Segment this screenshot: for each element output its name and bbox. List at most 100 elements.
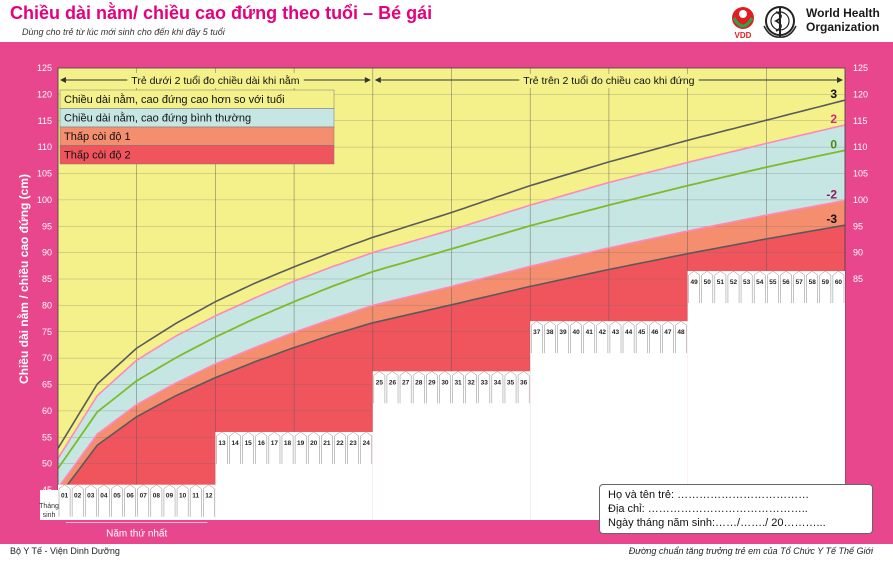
month-tab (727, 270, 740, 304)
banner-bg (519, 74, 699, 88)
month-tab (321, 431, 333, 464)
x-axis-label: THÁNG TUỔI (431, 506, 506, 521)
month-tab (622, 320, 635, 354)
sd-line-label: -2 (826, 187, 837, 201)
month-tab (412, 371, 425, 404)
month-tab (675, 320, 687, 354)
year-panel (58, 484, 216, 520)
month-tab (504, 371, 517, 404)
month-label: 29 (428, 379, 436, 386)
month-tab (439, 371, 451, 404)
month-label: 50 (704, 279, 712, 286)
month-label: 19 (297, 440, 305, 447)
month-label: 57 (795, 279, 803, 286)
banner-under2: Trẻ dưới 2 tuổi đo chiều dài khi nằm (131, 74, 299, 87)
legend-item-bg (59, 145, 335, 165)
month-tab (701, 270, 714, 304)
month-label: 30 (441, 379, 449, 386)
y-tick-label: 120 (37, 89, 52, 99)
y-tick-label-right: 100 (853, 195, 868, 205)
year-label: Năm thứ năm (736, 315, 797, 326)
year-label: Năm thứ nhất (106, 528, 167, 540)
month-label: 05 (113, 493, 121, 500)
month-tab (386, 371, 399, 404)
sd-line-label: 0 (830, 137, 837, 151)
month-label: 08 (153, 493, 161, 500)
year-panel (372, 371, 531, 520)
month-tab (58, 484, 71, 517)
month-tab (635, 320, 648, 354)
month-label: 04 (100, 493, 108, 500)
month-label: 58 (809, 279, 817, 286)
child-name-field[interactable]: Họ và tên trẻ: ……………………………… (608, 489, 810, 501)
month-label: 25 (376, 379, 384, 386)
month-label: 39 (559, 329, 567, 336)
month-label: 24 (363, 440, 371, 447)
month-label: 43 (612, 329, 620, 336)
month-tab (426, 371, 438, 404)
who-name: World Health Organization (806, 6, 880, 34)
month-label: 06 (127, 493, 135, 500)
month-tab (688, 270, 700, 304)
y-tick-label-right: 95 (853, 221, 863, 231)
month-label: 60 (835, 279, 843, 286)
month-label: 47 (664, 329, 672, 336)
banner-over2: Trẻ trên 2 tuổi đo chiều cao khi đứng (523, 75, 694, 87)
month-tab (544, 320, 556, 354)
month-label: 13 (218, 440, 226, 447)
y-tick-label: 125 (37, 63, 52, 73)
month-label: 33 (481, 379, 489, 386)
y-tick-label-right: 90 (853, 248, 863, 258)
growth-chart: 4550556065707580859095100105110115120125… (0, 42, 893, 544)
y-tick-label: 70 (42, 353, 52, 363)
month-label: 23 (350, 440, 358, 447)
address-field[interactable]: Địa chỉ: …………………………………….. (608, 503, 808, 515)
month-label: 10 (179, 493, 187, 500)
month-tab (740, 270, 753, 304)
sd-line-label: -3 (826, 212, 837, 226)
month-tab (163, 484, 176, 517)
month-tab (452, 371, 464, 404)
month-label: 14 (231, 440, 239, 447)
month-tab (124, 484, 136, 517)
legend-item-label: Thấp còi độ 1 (64, 131, 131, 143)
year-label: Năm thứ tư (583, 365, 634, 376)
page-title: Chiều dài nằm/ chiều cao đứng theo tuổi … (10, 3, 433, 23)
sd-line-0 (58, 149, 845, 469)
dob-field[interactable]: Ngày tháng năm sinh:……/……./ 20………... (608, 517, 826, 529)
footer-source: Bộ Y Tế - Viện Dinh Dưỡng (10, 546, 120, 556)
legend-item-label: Chiều dài nằm, cao đứng bình thường (64, 112, 251, 125)
month-label: 53 (743, 279, 751, 286)
y-tick-label-right: 105 (853, 169, 868, 179)
banner-bg (127, 73, 304, 88)
sd-line-3 (58, 99, 845, 449)
month-label: 22 (336, 440, 344, 447)
month-label: 37 (533, 329, 541, 336)
y-tick-label: 90 (42, 248, 52, 258)
month-label: 11 (192, 493, 199, 500)
month-tab (609, 320, 622, 354)
month-tab (189, 484, 202, 517)
month-label: 51 (717, 279, 725, 286)
month-tab (84, 484, 97, 517)
month-tab (583, 320, 596, 354)
month-tab (649, 320, 661, 354)
y-tick-label: 50 (42, 459, 52, 469)
vdd-logo: VDD (732, 7, 754, 40)
year-panel (687, 271, 845, 520)
month-tab (530, 320, 543, 354)
month-label: 28 (415, 379, 423, 386)
birth-panel (40, 490, 58, 520)
month-label: 09 (166, 493, 174, 500)
month-label: 01 (61, 493, 69, 500)
sd-line-minus2 (58, 199, 845, 485)
month-tab (71, 484, 84, 517)
month-tab (334, 431, 346, 464)
month-label: 21 (323, 440, 331, 447)
month-tab (596, 320, 609, 354)
month-tab (570, 320, 582, 354)
month-tab (294, 431, 307, 464)
month-label: 02 (74, 493, 82, 500)
month-tab (203, 484, 215, 517)
month-label: 48 (677, 329, 685, 336)
